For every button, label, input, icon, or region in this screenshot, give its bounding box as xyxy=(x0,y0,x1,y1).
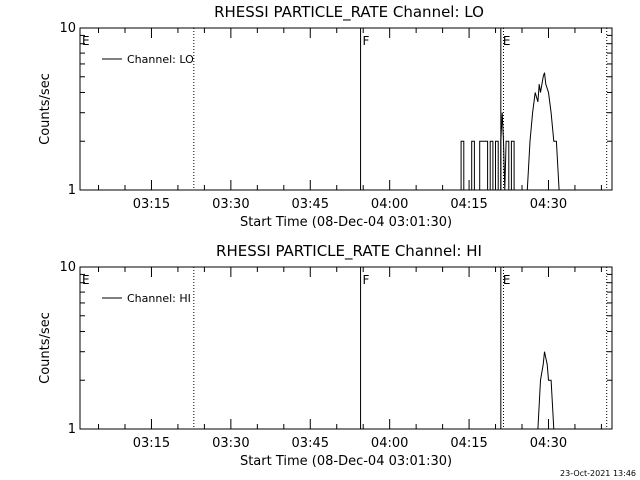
series-line xyxy=(460,72,560,191)
x-axis-label: Start Time (08-Dec-04 03:01:30) xyxy=(240,215,452,230)
y-tick-label: 1 xyxy=(68,183,76,198)
chart-panel-lo: RHESSI PARTICLE_RATE Channel: LO Counts/… xyxy=(38,3,613,230)
y-tick-label: 10 xyxy=(59,21,76,36)
x-tick-label: 03:45 xyxy=(292,436,329,451)
y-tick-label: 10 xyxy=(59,260,76,275)
y-axis-label: Counts/sec xyxy=(38,73,53,145)
flag-label: E xyxy=(82,273,90,287)
footer-timestamp: 23-Oct-2021 13:46 xyxy=(560,469,636,478)
legend-label: Channel: HI xyxy=(127,292,191,305)
y-tick-label: 1 xyxy=(68,422,76,437)
chart-panel-hi: RHESSI PARTICLE_RATE Channel: HI Counts/… xyxy=(38,242,613,469)
x-tick-label: 04:00 xyxy=(371,197,408,212)
y-axis-label: Counts/sec xyxy=(38,312,53,384)
plot-frame xyxy=(79,266,613,430)
x-tick-label: 03:45 xyxy=(292,197,329,212)
x-tick-label: 03:30 xyxy=(212,436,249,451)
x-tick-label: 04:00 xyxy=(371,436,408,451)
x-axis-label: Start Time (08-Dec-04 03:01:30) xyxy=(240,454,452,469)
series-line xyxy=(537,351,555,430)
flag-label: F xyxy=(363,34,370,48)
flag-label: E xyxy=(82,34,90,48)
flag-label: F xyxy=(363,273,370,287)
x-tick-label: 04:15 xyxy=(450,436,487,451)
x-tick-label: 03:15 xyxy=(133,197,170,212)
plot-frame xyxy=(79,27,613,191)
flag-label: E xyxy=(503,273,511,287)
flag-label: E xyxy=(503,34,511,48)
x-tick-label: 03:15 xyxy=(133,436,170,451)
chart-title: RHESSI PARTICLE_RATE Channel: LO xyxy=(214,3,484,22)
legend-label: Channel: LO xyxy=(127,53,194,66)
x-tick-label: 04:30 xyxy=(530,436,567,451)
x-tick-label: 04:15 xyxy=(450,197,487,212)
x-tick-label: 04:30 xyxy=(530,197,567,212)
x-tick-label: 03:30 xyxy=(212,197,249,212)
chart-title: RHESSI PARTICLE_RATE Channel: HI xyxy=(216,242,482,261)
